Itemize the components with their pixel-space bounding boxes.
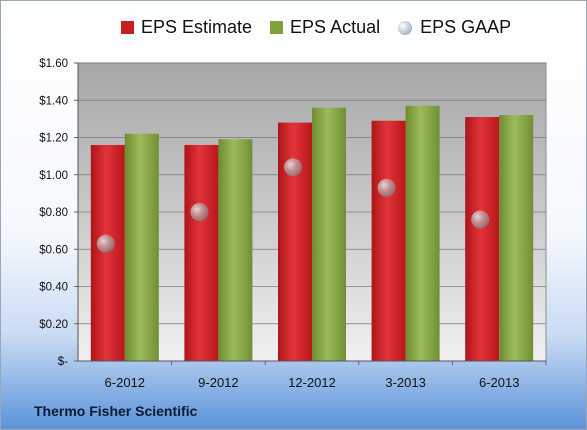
legend-label-estimate: EPS Estimate (141, 17, 253, 37)
y-tick-label: $0.40 (39, 282, 68, 294)
bar-eps-estimate (465, 117, 500, 361)
x-tick-label: 6-2013 (479, 375, 519, 390)
y-tick-label: $0.80 (39, 207, 68, 219)
bar-eps-actual (499, 115, 534, 362)
bar-eps-actual (312, 107, 346, 361)
y-tick-label: $1.20 (39, 133, 68, 145)
bar-eps-estimate (371, 120, 406, 361)
bar-eps-estimate (278, 122, 312, 361)
y-tick-label: $0.60 (39, 244, 68, 256)
x-tick-label: 12-2012 (288, 375, 336, 390)
legend-swatch-actual (270, 21, 284, 34)
y-tick-label: $0.20 (39, 319, 68, 331)
x-tick-label: 3-2013 (385, 375, 425, 390)
point-eps-gaap (284, 158, 302, 177)
point-eps-gaap (377, 178, 396, 197)
bar-eps-estimate (184, 144, 219, 361)
company-name: Thermo Fisher Scientific (34, 403, 198, 419)
bar-eps-actual (218, 139, 253, 361)
legend-marker-gaap (398, 20, 413, 35)
bar-eps-actual (124, 133, 159, 361)
y-tick-label: $1.60 (39, 58, 68, 70)
x-tick-label: 6-2012 (105, 375, 145, 390)
y-tick-label: $1.40 (39, 95, 68, 107)
y-tick-label: $- (58, 356, 68, 368)
legend: EPS Estimate EPS Actual EPS GAAP (121, 17, 529, 38)
bar-eps-actual (405, 105, 440, 362)
bar-eps-estimate (90, 144, 125, 361)
point-eps-gaap (471, 210, 490, 229)
legend-swatch-estimate (121, 21, 134, 34)
y-tick-label: $1.00 (39, 170, 68, 182)
legend-item-estimate: EPS Estimate (121, 17, 252, 38)
legend-item-actual: EPS Actual (270, 17, 380, 38)
legend-label-gaap: EPS GAAP (420, 17, 512, 37)
legend-label-actual: EPS Actual (290, 17, 381, 37)
legend-item-gaap: EPS GAAP (398, 17, 511, 38)
point-eps-gaap (96, 234, 115, 253)
x-tick-label: 9-2012 (198, 375, 238, 390)
point-eps-gaap (190, 203, 209, 221)
